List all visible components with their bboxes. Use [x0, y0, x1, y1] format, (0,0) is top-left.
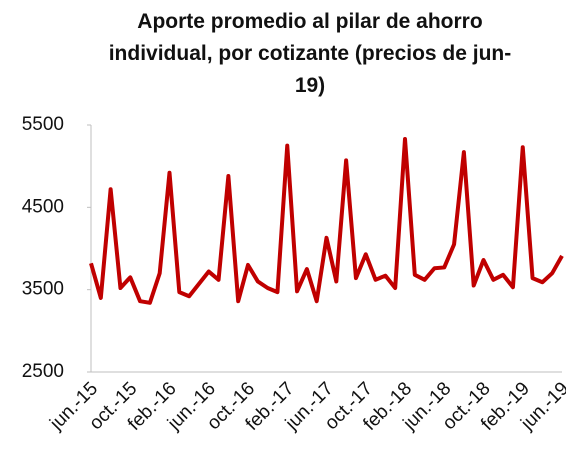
y-tick-label: 4500 — [22, 196, 64, 217]
y-tick-label: 3500 — [22, 279, 64, 300]
series-line — [89, 136, 564, 305]
y-tick-label: 2500 — [22, 361, 64, 382]
chart-title: Aporte promedio al pilar de ahorro indiv… — [108, 10, 512, 97]
y-tick-label: 5500 — [22, 114, 64, 135]
